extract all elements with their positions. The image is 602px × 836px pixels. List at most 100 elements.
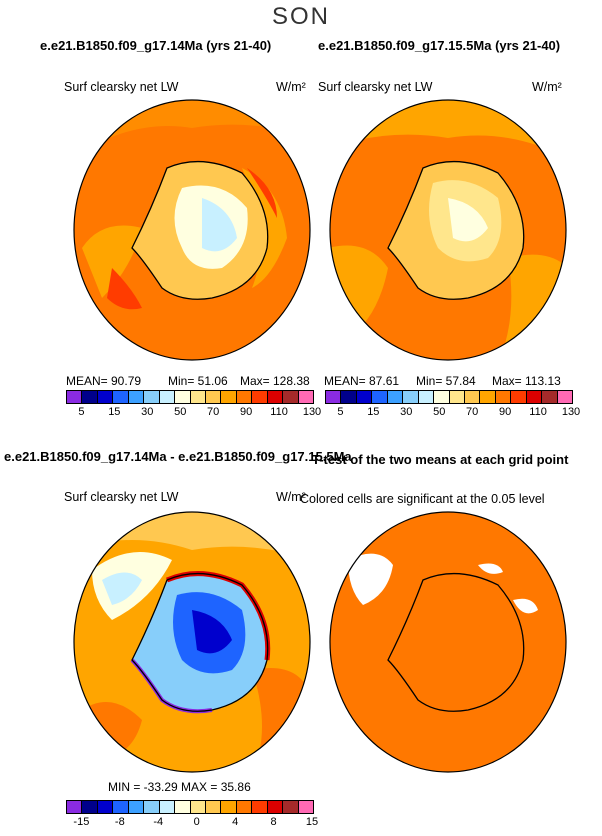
colorbar-tick-label: -15: [73, 816, 90, 828]
left-variable-label: Surf clearsky net LW: [64, 80, 179, 94]
right-mean-stat: MEAN= 87.61: [324, 374, 400, 388]
colorbar-swatch: [82, 391, 98, 403]
colorbar-swatch: [356, 391, 373, 403]
colorbar-swatch: [283, 801, 299, 813]
colorbar-swatch: [480, 391, 496, 403]
colorbar-tick-label: 70: [207, 406, 220, 418]
colorbar-tick-label: 90: [498, 406, 512, 418]
colorbar-swatch: [190, 391, 206, 403]
colorbar-swatch: [526, 391, 543, 403]
colorbar-tick-label: 90: [239, 406, 253, 418]
colorbar-swatch: [159, 391, 176, 403]
left-colorbar-ticks: 5 15 30 50 70 90 110 130: [66, 406, 321, 420]
left-min-stat: Min= 51.06: [168, 374, 228, 388]
diff-variable-label: Surf clearsky net LW: [64, 490, 179, 504]
colorbar-swatch: [449, 391, 465, 403]
colorbar-tick-label: 5: [337, 406, 344, 418]
left-panel-title: e.e21.B1850.f09_g17.14Ma (yrs 21-40): [40, 38, 272, 53]
colorbar-swatch: [252, 391, 268, 403]
colorbar-tick-label: 110: [270, 406, 288, 418]
colorbar-swatch: [387, 391, 404, 403]
colorbar-swatch: [372, 391, 388, 403]
colorbar-tick-label: 110: [529, 406, 547, 418]
colorbar-swatch: [464, 391, 481, 403]
colorbar-tick-label: 15: [305, 816, 319, 828]
colorbar-swatch: [298, 391, 313, 403]
colorbar-tick-label: 130: [302, 406, 322, 418]
left-mean-stat: MEAN= 90.79: [66, 374, 142, 388]
colorbar-tick-label: -8: [114, 816, 125, 828]
right-colorbar: [325, 390, 573, 404]
colorbar-tick-label: 8: [270, 816, 277, 828]
colorbar-tick-label: 70: [466, 406, 479, 418]
left-max-stat: Max= 128.38: [240, 374, 310, 388]
right-panel-title: e.e21.B1850.f09_g17.15.5Ma (yrs 21-40): [318, 38, 561, 53]
ttest-subtitle: Colored cells are significant at the 0.0…: [300, 492, 545, 506]
map-15-5ma: [329, 99, 567, 361]
colorbar-tick-label: 4: [232, 816, 239, 828]
diff-colorbar-ticks: -15 -8 -4 0 4 8 15: [66, 816, 318, 830]
colorbar-swatch: [113, 391, 129, 403]
colorbar-swatch: [128, 801, 145, 813]
map-14ma: [73, 99, 311, 361]
colorbar-swatch: [298, 801, 313, 813]
colorbar-swatch: [341, 391, 357, 403]
colorbar-swatch: [283, 391, 299, 403]
colorbar-swatch: [205, 801, 222, 813]
colorbar-swatch: [97, 391, 114, 403]
colorbar-tick-label: 0: [193, 816, 200, 828]
diff-title: e.e21.B1850.f09_g17.14Ma - e.e21.B1850.f…: [4, 449, 352, 464]
map-ttest: [329, 511, 567, 773]
colorbar-swatch: [221, 801, 237, 813]
colorbar-tick-label: 15: [108, 406, 121, 418]
colorbar-tick-label: 30: [141, 406, 154, 418]
colorbar-swatch: [403, 391, 419, 403]
colorbar-swatch: [97, 801, 114, 813]
colorbar-swatch: [205, 391, 222, 403]
colorbar-swatch: [252, 801, 268, 813]
right-min-stat: Min= 57.84: [416, 374, 476, 388]
colorbar-swatch: [113, 801, 129, 813]
diff-colorbar: [66, 800, 314, 814]
colorbar-swatch: [236, 391, 253, 403]
colorbar-swatch: [542, 391, 558, 403]
colorbar-swatch: [67, 391, 83, 403]
colorbar-tick-label: 30: [400, 406, 413, 418]
colorbar-tick-label: 5: [78, 406, 85, 418]
diff-min-max-stat: MIN = -33.29 MAX = 35.86: [108, 780, 251, 794]
colorbar-swatch: [495, 391, 512, 403]
right-units-label: W/m²: [532, 80, 562, 94]
colorbar-swatch: [175, 801, 191, 813]
colorbar-swatch: [128, 391, 145, 403]
map-difference: [73, 511, 311, 773]
colorbar-swatch: [557, 391, 572, 403]
colorbar-tick-label: 15: [367, 406, 380, 418]
colorbar-swatch: [418, 391, 435, 403]
colorbar-tick-label: 130: [561, 406, 581, 418]
colorbar-swatch: [326, 391, 342, 403]
season-title: SON: [271, 3, 330, 30]
right-variable-label: Surf clearsky net LW: [318, 80, 433, 94]
left-units-label: W/m²: [276, 80, 306, 94]
colorbar-swatch: [144, 391, 160, 403]
left-colorbar: [66, 390, 314, 404]
colorbar-swatch: [175, 391, 191, 403]
colorbar-swatch: [511, 391, 527, 403]
colorbar-swatch: [67, 801, 83, 813]
colorbar-swatch: [190, 801, 206, 813]
ttest-title: T-test of the two means at each grid poi…: [312, 452, 569, 467]
colorbar-swatch: [159, 801, 176, 813]
colorbar-tick-label: 50: [174, 406, 187, 418]
colorbar-swatch: [267, 801, 284, 813]
right-max-stat: Max= 113.13: [492, 374, 561, 388]
right-colorbar-ticks: 5 15 30 50 70 90 110 130: [325, 406, 580, 420]
colorbar-swatch: [267, 391, 284, 403]
colorbar-swatch: [82, 801, 98, 813]
colorbar-swatch: [236, 801, 253, 813]
colorbar-tick-label: 50: [433, 406, 446, 418]
colorbar-swatch: [144, 801, 160, 813]
colorbar-swatch: [221, 391, 237, 403]
diff-units-label: W/m²: [276, 490, 306, 504]
colorbar-tick-label: -4: [153, 816, 164, 828]
colorbar-swatch: [434, 391, 450, 403]
